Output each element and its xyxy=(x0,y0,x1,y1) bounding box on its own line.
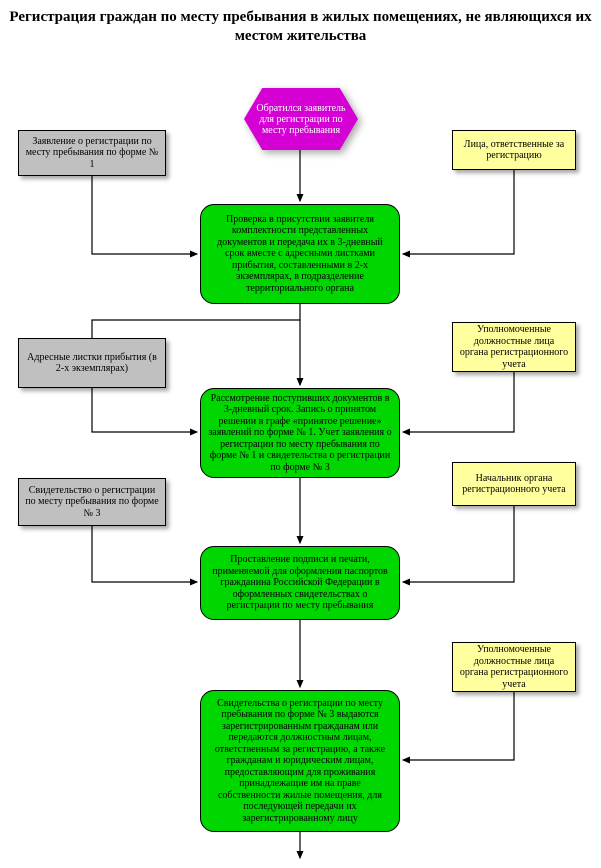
resp-head-of-registration: Начальник органа регистрационного учета xyxy=(452,462,576,506)
resp-authorized-officials-2: Уполномоченные должностные лица органа р… xyxy=(452,642,576,692)
doc-form-3: Свидетельство о регистрации по месту пре… xyxy=(18,478,166,526)
process-issue-certificates: Свидетельства о регистрации по месту пре… xyxy=(200,690,400,832)
start-node: Обратился заявитель для регистрации по м… xyxy=(244,88,358,150)
flowchart: Регистрация граждан по месту пребывания … xyxy=(0,0,601,868)
doc-address-slips: Адресные листки прибытия (в 2-х экземпля… xyxy=(18,338,166,388)
process-review-documents: Рассмотрение поступивших документов в 3-… xyxy=(200,388,400,478)
start-label: Обратился заявитель для регистрации по м… xyxy=(252,103,350,136)
process-check-documents: Проверка в присутствии заявителя комплек… xyxy=(200,204,400,304)
resp-authorized-officials-1: Уполномоченные должностные лица органа р… xyxy=(452,322,576,372)
doc-form-1: Заявление о регистрации по месту пребыва… xyxy=(18,130,166,176)
process-sign-seal: Проставление подписи и печати, применяем… xyxy=(200,546,400,620)
resp-registration-persons: Лица, ответственные за регистрацию xyxy=(452,130,576,170)
